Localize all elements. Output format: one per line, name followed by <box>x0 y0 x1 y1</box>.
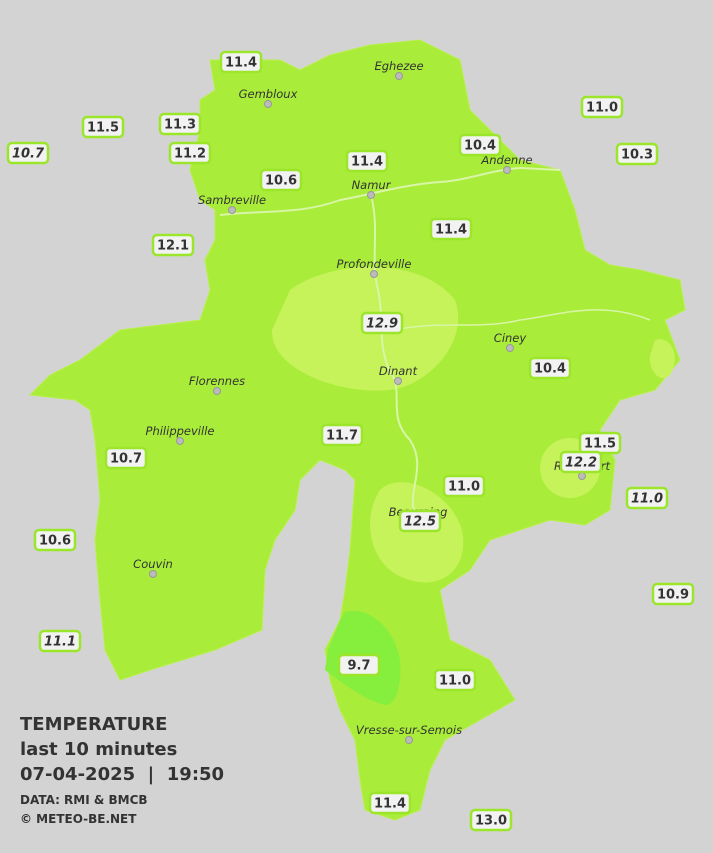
reading-box <box>168 141 212 165</box>
reading-box <box>651 582 695 606</box>
town-name: Dinant <box>379 364 418 378</box>
temperature-reading: 13.0 <box>475 814 507 829</box>
temperature-reading: 10.7 <box>12 147 45 162</box>
temperature-reading: 12.2 <box>565 456 597 471</box>
reading-box <box>259 168 303 192</box>
town-dot <box>213 387 221 395</box>
temperature-reading: 12.1 <box>157 239 189 254</box>
reading-box <box>320 423 364 447</box>
temperature-reading: 9.7 <box>347 659 370 674</box>
reading-box <box>429 217 473 241</box>
reading-box <box>345 149 389 173</box>
reading-box <box>625 486 669 510</box>
temperature-reading: 10.7 <box>110 452 142 467</box>
reading-box <box>528 356 572 380</box>
reading-box <box>151 233 195 257</box>
reading-box <box>360 311 404 335</box>
legend-datetime: 07-04-2025 | 19:50 <box>20 764 224 785</box>
reading-box <box>368 791 412 815</box>
town-name: Couvin <box>133 557 173 571</box>
temperature-reading: 11.7 <box>326 429 358 444</box>
town-dot <box>395 72 403 80</box>
temperature-reading: 11.2 <box>174 147 206 162</box>
reading-box <box>219 50 263 74</box>
town-name: Ciney <box>494 331 527 345</box>
town-dot <box>149 570 157 578</box>
temperature-reading: 11.5 <box>584 437 616 452</box>
temperature-reading: 11.4 <box>351 155 383 170</box>
temperature-reading: 10.6 <box>39 534 71 549</box>
temperature-reading: 12.5 <box>404 515 436 530</box>
town-dot <box>176 437 184 445</box>
town-dot <box>264 100 272 108</box>
town-dot <box>578 472 586 480</box>
town-dot <box>506 344 514 352</box>
town-name: Eghezee <box>374 59 423 73</box>
temperature-reading: 10.4 <box>534 362 566 377</box>
river <box>219 166 561 216</box>
town-dot <box>370 270 378 278</box>
temperature-reading: 11.1 <box>44 635 76 650</box>
reading-box <box>104 446 148 470</box>
temperature-reading: 11.0 <box>631 492 663 507</box>
reading-box <box>81 115 125 139</box>
legend-subtitle: last 10 minutes <box>20 739 177 760</box>
reading-box <box>6 141 50 165</box>
legend-title: TEMPERATURE <box>20 714 167 735</box>
reading-box <box>33 528 77 552</box>
legend-source: DATA: RMI & BMCB <box>20 793 148 807</box>
temperature-reading: 11.0 <box>448 480 480 495</box>
reading-box <box>337 653 381 677</box>
town-name: Vresse-sur-Semois <box>356 723 462 737</box>
reading-box <box>469 808 513 832</box>
town-name: Philippeville <box>146 424 215 438</box>
temperature-reading: 10.6 <box>265 174 297 189</box>
reading-box <box>433 668 477 692</box>
town-dot <box>503 166 511 174</box>
temperature-reading: 11.4 <box>225 56 257 71</box>
reading-box <box>458 133 502 157</box>
temperature-reading: 10.3 <box>621 148 653 163</box>
temperature-reading: 11.5 <box>87 121 119 136</box>
town-name: Namur <box>352 178 392 192</box>
town-name: Profondeville <box>337 257 412 271</box>
warm-zone <box>649 339 675 379</box>
reading-box <box>158 112 202 136</box>
town-name: Gembloux <box>239 87 298 101</box>
temperature-reading: 11.4 <box>374 797 406 812</box>
temperature-reading: 11.0 <box>586 101 618 116</box>
temperature-reading: 10.4 <box>464 139 496 154</box>
reading-box <box>442 474 486 498</box>
temperature-reading: 11.0 <box>439 674 471 689</box>
reading-box <box>615 142 659 166</box>
reading-box <box>580 95 624 119</box>
town-dot <box>394 377 402 385</box>
town-dot <box>367 191 375 199</box>
town-name: Sambreville <box>198 193 266 207</box>
reading-box <box>559 450 603 474</box>
temperature-reading: 11.4 <box>435 223 467 238</box>
town-dot <box>228 206 236 214</box>
reading-box <box>398 509 442 533</box>
legend-copyright: © METEO-BE.NET <box>20 812 137 826</box>
warm-zone <box>370 482 464 583</box>
temperature-reading: 12.9 <box>366 317 398 332</box>
town-dot <box>405 736 413 744</box>
reading-box <box>38 629 82 653</box>
temperature-reading: 10.9 <box>657 588 689 603</box>
temperature-reading: 11.3 <box>164 118 196 133</box>
town-name: Florennes <box>189 374 245 388</box>
river <box>394 309 651 331</box>
town-name: Andenne <box>480 153 532 167</box>
